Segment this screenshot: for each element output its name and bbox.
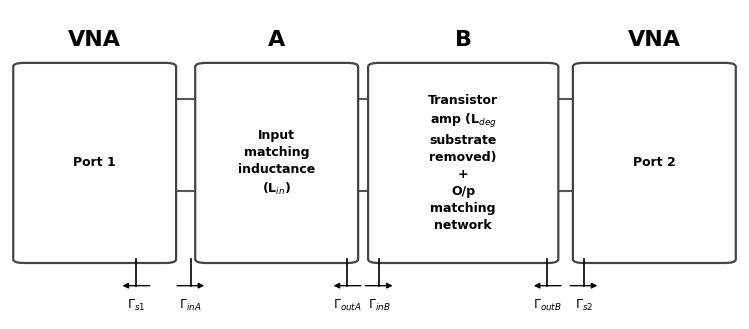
Text: VNA: VNA — [68, 30, 121, 50]
Text: A: A — [268, 30, 285, 50]
Text: B: B — [455, 30, 472, 50]
Text: Transistor
amp (L$_{deg}$
substrate
removed)
+
O/p
matching
network: Transistor amp (L$_{deg}$ substrate remo… — [428, 94, 498, 232]
Text: $\Gamma_{s1}$: $\Gamma_{s1}$ — [127, 298, 145, 314]
Text: Port 1: Port 1 — [73, 157, 116, 169]
Text: Input
matching
inductance
(L$_{in}$): Input matching inductance (L$_{in}$) — [238, 129, 315, 197]
Text: $\Gamma_{inA}$: $\Gamma_{inA}$ — [180, 298, 202, 314]
Text: $\Gamma_{s2}$: $\Gamma_{s2}$ — [574, 298, 593, 314]
Text: $\Gamma_{outB}$: $\Gamma_{outB}$ — [533, 298, 562, 314]
Text: $\Gamma_{outA}$: $\Gamma_{outA}$ — [333, 298, 362, 314]
Text: $\Gamma_{inB}$: $\Gamma_{inB}$ — [368, 298, 390, 314]
Text: VNA: VNA — [628, 30, 681, 50]
FancyBboxPatch shape — [573, 63, 736, 263]
FancyBboxPatch shape — [195, 63, 358, 263]
Text: Port 2: Port 2 — [633, 157, 676, 169]
FancyBboxPatch shape — [13, 63, 176, 263]
FancyBboxPatch shape — [368, 63, 558, 263]
